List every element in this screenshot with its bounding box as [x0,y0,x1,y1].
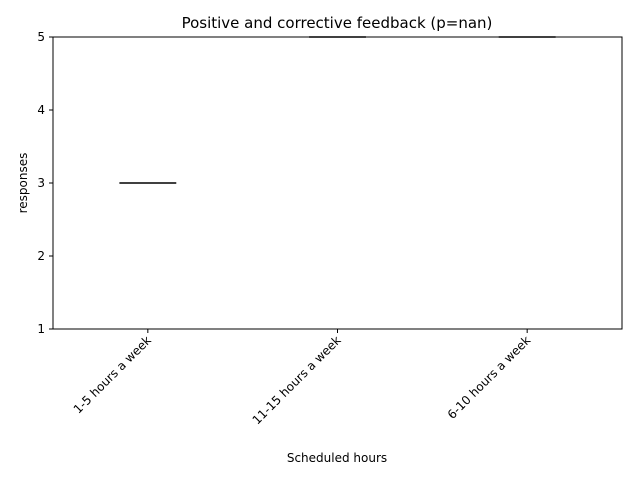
y-axis-label: responses [16,153,30,214]
x-axis-label: Scheduled hours [287,451,387,465]
y-tick-label: 1 [37,322,45,336]
chart-title: Positive and corrective feedback (p=nan) [182,14,493,32]
y-tick-label: 4 [37,103,45,117]
x-tick-label: 6-10 hours a week [445,333,534,422]
y-tick-label: 2 [37,249,45,263]
plot-area: 1 2 3 4 5 1-5 hours a week 11-15 hours a week 6… [37,30,623,427]
y-tick-label: 3 [37,176,45,190]
y-tick-label: 5 [37,30,45,44]
x-tick-label: 1-5 hours a week [71,333,154,416]
x-tick-label: 11-15 hours a week [250,333,344,427]
